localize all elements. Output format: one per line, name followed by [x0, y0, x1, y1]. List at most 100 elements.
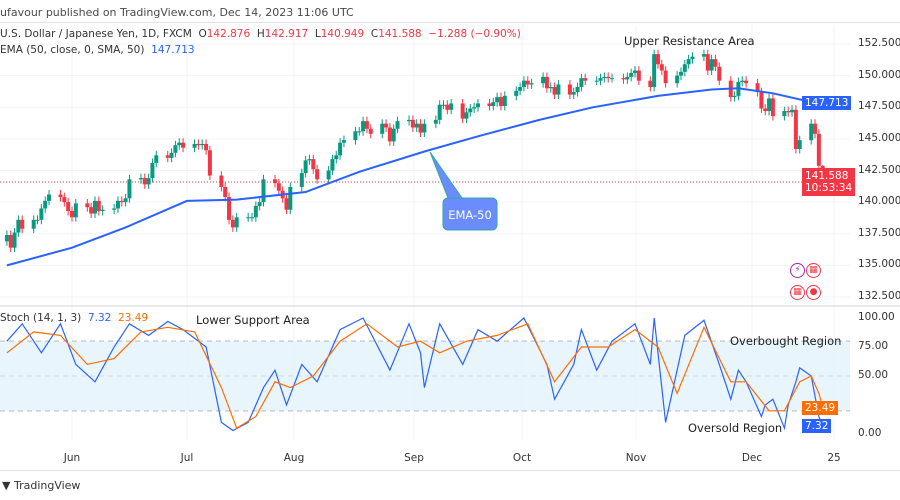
stoch-k-value: 7.32: [87, 312, 112, 324]
time-tick: Jul: [180, 452, 194, 464]
candle-body: [433, 119, 438, 124]
candle-body: [334, 155, 339, 160]
price-chart[interactable]: EMA-50: [0, 0, 900, 470]
last-price-tag: 141.588 10:53:34: [802, 168, 856, 196]
candle-body: [384, 123, 389, 128]
ema-callout-label: EMA-50: [448, 208, 492, 222]
candle-body: [85, 203, 90, 208]
candle-body: [357, 131, 362, 133]
candle-body: [380, 123, 385, 134]
us-flag-event-icon[interactable]: ▦: [806, 263, 821, 278]
candle-body: [250, 217, 255, 219]
candle-body: [315, 169, 320, 180]
stoch-legend[interactable]: Stoch (14, 1, 3) 7.32 23.49: [0, 312, 148, 324]
candle-body: [583, 78, 588, 81]
candle-body: [112, 208, 117, 210]
candle-body: [4, 235, 9, 242]
stoch-tick: 75.00: [858, 340, 889, 352]
price-tick: 132.500: [858, 290, 900, 302]
candle-body: [816, 133, 821, 166]
stoch-k-tag: 7.32: [802, 419, 832, 433]
candle-body: [571, 92, 576, 95]
candle-body: [142, 178, 147, 185]
candle-body: [387, 127, 392, 142]
candle-body: [663, 70, 668, 84]
candle-body: [813, 123, 818, 134]
candle-body: [246, 217, 251, 219]
candle-body: [797, 140, 802, 149]
candle-body: [31, 219, 36, 229]
candle-body: [755, 83, 760, 93]
us-flag-event-icon-2[interactable]: ▦: [790, 285, 805, 300]
price-tick: 140.000: [858, 195, 900, 208]
candle-body: [579, 78, 584, 88]
candle-body: [418, 123, 423, 133]
candle-body: [636, 70, 641, 81]
price-tick: 147.500: [858, 100, 900, 113]
candle-body: [675, 75, 680, 84]
candle-body: [58, 194, 63, 198]
candle-body: [491, 102, 496, 106]
open-value: 142.876: [206, 28, 251, 40]
candle-body: [20, 219, 25, 229]
stoch-d-line: [6, 323, 824, 430]
stoch-label: Stoch (14, 1, 3): [0, 312, 82, 324]
candle-body: [165, 155, 170, 158]
candle-body: [441, 104, 446, 106]
candle-body: [364, 121, 369, 129]
candle-body: [66, 202, 71, 211]
dot-event-icon[interactable]: ●: [806, 285, 821, 300]
candle-body: [230, 219, 235, 228]
candle-body: [809, 123, 814, 141]
candle-body: [196, 143, 201, 146]
publisher-line: ufavour published on TradingView.com, De…: [0, 6, 354, 19]
candle-body: [16, 219, 21, 233]
ema-legend[interactable]: EMA (50, close, 0, SMA, 50) 147.713: [0, 44, 195, 56]
candle-body: [39, 208, 44, 220]
candle-body: [498, 97, 503, 106]
candle-body: [594, 80, 599, 82]
ema-callout-box: [442, 197, 498, 231]
header-divider: [0, 22, 900, 23]
price-tick: 152.500: [858, 37, 900, 49]
candle-body: [311, 159, 316, 170]
candle-body: [227, 197, 232, 220]
candle-body: [92, 200, 97, 214]
ema-callout-pointer: [429, 151, 463, 199]
lower-support-annotation: Lower Support Area: [196, 313, 310, 327]
stoch-d-tag: 23.49: [802, 401, 839, 415]
candle-body: [575, 87, 580, 93]
bar-countdown: 10:53:34: [805, 182, 853, 194]
candle-body: [655, 54, 660, 65]
candle-body: [633, 70, 638, 74]
candle-body: [89, 207, 94, 214]
stoch-band: [0, 341, 850, 411]
candle-body: [146, 178, 151, 185]
price-tick: 135.000: [858, 258, 900, 271]
candle-body: [629, 73, 634, 77]
candle-body: [261, 179, 266, 203]
candle-body: [782, 111, 787, 117]
candle-body: [100, 209, 105, 211]
candle-body: [154, 155, 159, 163]
symbol-legend: U.S. Dollar / Japanese Yen, 1D, FXCM O14…: [0, 28, 521, 40]
candle-body: [200, 143, 205, 146]
candle-body: [659, 64, 664, 71]
candle-body: [177, 142, 182, 146]
candle-body: [525, 80, 530, 85]
lightning-event-icon[interactable]: ⚡: [790, 263, 805, 278]
candle-body: [35, 219, 40, 221]
high-value: 142.917: [264, 28, 309, 40]
stoch-d-value: 23.49: [118, 312, 149, 324]
price-tick: 137.500: [858, 226, 900, 239]
symbol-name: U.S. Dollar / Japanese Yen, 1D, FXCM: [0, 28, 192, 40]
high-label: H: [256, 28, 265, 40]
tradingview-logo[interactable]: ▼ TradingView: [2, 479, 80, 492]
oversold-annotation: Oversold Region: [688, 421, 783, 435]
candle-body: [625, 76, 630, 80]
time-tick: Nov: [625, 452, 647, 464]
candle-body: [544, 76, 549, 89]
candle-body: [529, 83, 534, 85]
price-tick: 150.000: [858, 68, 900, 81]
stoch-tick: 50.00: [858, 369, 889, 381]
